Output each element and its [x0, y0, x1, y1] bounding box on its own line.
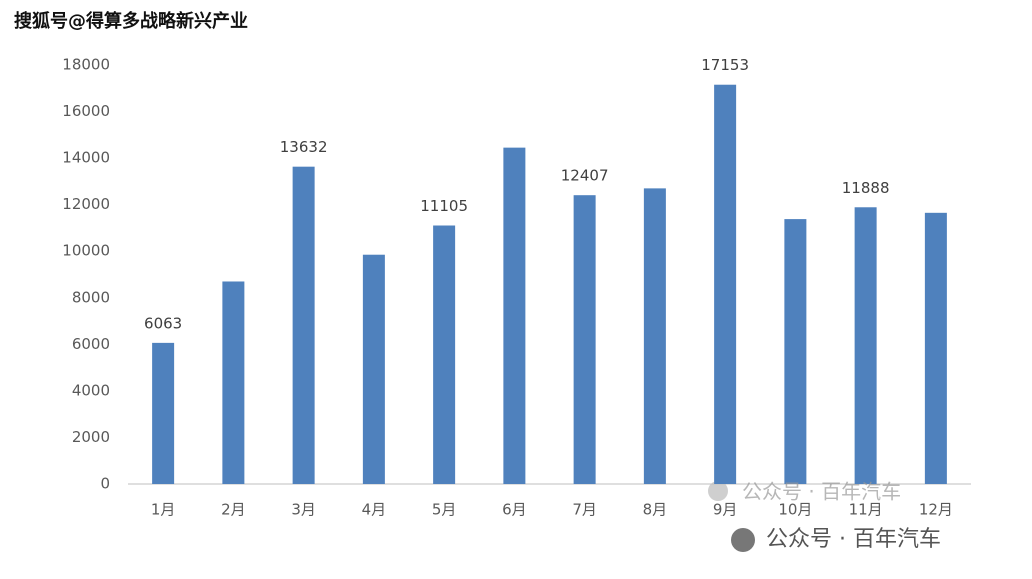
x-tick-label: 1月 [151, 501, 176, 519]
y-tick-label: 10000 [62, 242, 110, 260]
bar [643, 188, 666, 484]
bar [222, 281, 245, 484]
x-tick-label: 11月 [849, 501, 883, 519]
bar [784, 219, 807, 485]
watermark: 公众号 · 百年汽车 [742, 480, 901, 504]
value-label: 12407 [561, 167, 609, 185]
y-tick-label: 14000 [62, 149, 110, 167]
x-tick-label: 12月 [919, 501, 953, 519]
bar [433, 225, 456, 484]
y-tick-label: 2000 [72, 428, 110, 446]
value-label: 11105 [420, 197, 468, 215]
bar [924, 212, 947, 484]
x-tick-label: 9月 [713, 501, 738, 519]
value-label: 17153 [701, 56, 749, 74]
x-tick-label: 10月 [778, 501, 812, 519]
y-tick-label: 18000 [62, 56, 110, 74]
x-tick-label: 4月 [362, 501, 387, 519]
x-tick-label: 7月 [572, 501, 597, 519]
y-tick-label: 4000 [72, 381, 110, 399]
y-tick-label: 16000 [62, 102, 110, 120]
value-label: 11888 [842, 179, 890, 197]
x-tick-label: 3月 [291, 501, 316, 519]
bar [362, 254, 385, 484]
watermark: 公众号 · 百年汽车 [766, 527, 941, 552]
y-tick-label: 12000 [62, 195, 110, 213]
y-tick-label: 0 [100, 475, 110, 493]
value-label: 6063 [144, 314, 182, 332]
watermark-icon [708, 481, 728, 501]
bar [292, 166, 315, 484]
bar [854, 207, 877, 484]
watermark: 搜狐号@得算多战略新兴产业 [14, 10, 248, 32]
x-tick-label: 6月 [502, 501, 527, 519]
x-tick-label: 8月 [643, 501, 668, 519]
bar [573, 195, 596, 484]
bar [503, 147, 526, 484]
x-tick-label: 5月 [432, 501, 457, 519]
value-label: 13632 [280, 138, 328, 156]
bar [714, 84, 737, 484]
watermark-icon [731, 528, 755, 552]
bar [152, 342, 175, 484]
y-tick-label: 6000 [72, 335, 110, 353]
x-tick-label: 2月 [221, 501, 246, 519]
y-tick-label: 8000 [72, 288, 110, 306]
